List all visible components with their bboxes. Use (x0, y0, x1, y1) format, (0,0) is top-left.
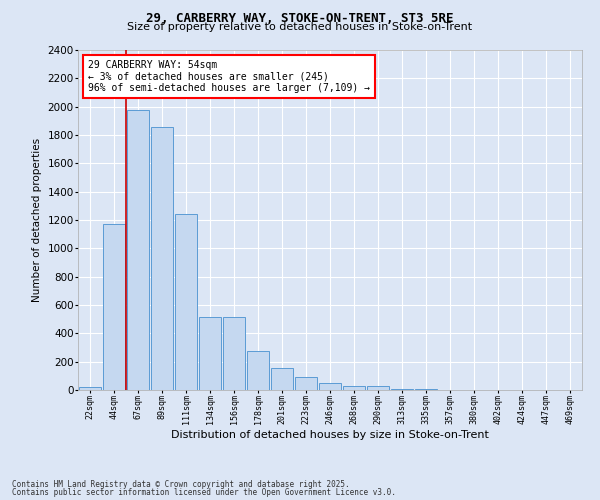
Text: Contains public sector information licensed under the Open Government Licence v3: Contains public sector information licen… (12, 488, 396, 497)
Bar (151, 127, 173, 390)
Bar (103, 224, 125, 390)
Bar (271, 368, 293, 390)
Bar (79, 387, 101, 390)
Bar (319, 383, 341, 390)
Bar (391, 388, 413, 390)
Bar (199, 317, 221, 390)
Y-axis label: Number of detached properties: Number of detached properties (32, 138, 42, 302)
Bar (175, 214, 197, 390)
Bar (127, 110, 149, 390)
Bar (295, 377, 317, 390)
Text: Size of property relative to detached houses in Stoke-on-Trent: Size of property relative to detached ho… (127, 22, 473, 32)
Bar (343, 386, 365, 390)
Bar (223, 317, 245, 390)
Bar (367, 386, 389, 390)
Text: 29, CARBERRY WAY, STOKE-ON-TRENT, ST3 5RE: 29, CARBERRY WAY, STOKE-ON-TRENT, ST3 5R… (146, 12, 454, 26)
Bar (247, 351, 269, 390)
Text: Contains HM Land Registry data © Crown copyright and database right 2025.: Contains HM Land Registry data © Crown c… (12, 480, 350, 489)
X-axis label: Distribution of detached houses by size in Stoke-on-Trent: Distribution of detached houses by size … (171, 430, 489, 440)
Text: 29 CARBERRY WAY: 54sqm
← 3% of detached houses are smaller (245)
96% of semi-det: 29 CARBERRY WAY: 54sqm ← 3% of detached … (88, 60, 370, 94)
